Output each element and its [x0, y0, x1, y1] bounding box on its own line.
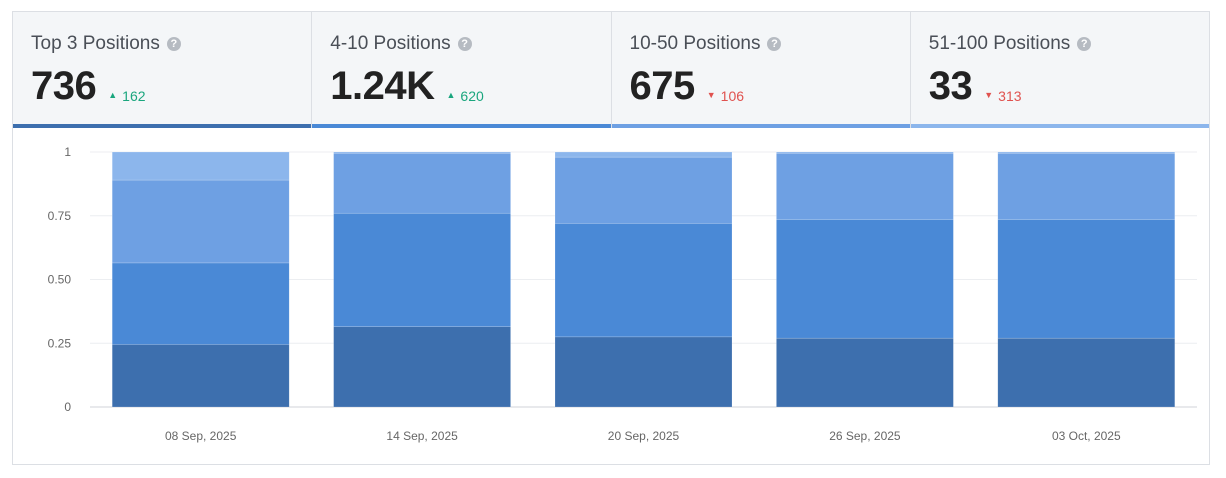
x-tick-label: 14 Sep, 2025: [386, 429, 458, 443]
triangle-down-icon: ▼: [984, 90, 994, 100]
delta-value: 162: [122, 88, 146, 104]
bar-segment: [111, 179, 290, 264]
delta-value: 313: [998, 88, 1022, 104]
x-tick-label: 26 Sep, 2025: [829, 429, 901, 443]
x-tick-label: 20 Sep, 2025: [608, 429, 680, 443]
bar-segment: [997, 337, 1176, 408]
bar-segment: [554, 223, 733, 338]
help-icon[interactable]: ?: [457, 37, 472, 51]
tab-title: 10-50 Positions: [629, 33, 761, 54]
tab-title: Top 3 Positions: [31, 33, 160, 54]
bar-segment: [554, 336, 733, 408]
bar-segment: [997, 219, 1176, 339]
delta-badge: ▼ 313: [984, 88, 1021, 104]
bar-segment: [111, 344, 290, 408]
tab-51-100-positions[interactable]: 51-100 Positions ? 33 ▼ 313: [910, 12, 1209, 128]
tab-value: 675: [629, 64, 696, 108]
bar-segment: [333, 153, 511, 214]
delta-value: 106: [720, 88, 745, 104]
tab-top-3-positions[interactable]: Top 3 Positions ? 736 ▲ 162: [13, 12, 313, 128]
y-tick-label: 1: [64, 145, 71, 159]
help-icon[interactable]: ?: [767, 37, 782, 51]
tab-color-bar: [611, 124, 910, 128]
tab-value: 1.24K: [330, 64, 435, 108]
x-tick-label: 08 Sep, 2025: [165, 429, 237, 443]
bar-segment: [997, 153, 1176, 220]
bar-segment: [776, 151, 954, 154]
x-tick-label: 03 Oct, 2025: [1052, 429, 1121, 443]
triangle-up-icon: ▲: [108, 90, 118, 100]
bar-segment: [776, 219, 954, 339]
stacked-bar-chart: 0 0.25 0.50 0.75 1 08 Sep, 2025 14 Sep, 2025 20…: [48, 145, 1197, 443]
tab-color-bar: [312, 124, 611, 128]
bar-segment: [111, 262, 290, 345]
tab-value: 736: [31, 64, 97, 108]
y-tick-label: 0: [64, 400, 71, 414]
tab-color-bar: [13, 124, 312, 128]
bar-segment: [997, 151, 1176, 154]
tab-value: 33: [928, 64, 973, 108]
delta-badge: ▲ 162: [108, 88, 145, 104]
position-tabs: Top 3 Positions ? 736 ▲ 162 4-10 Positio…: [13, 12, 1209, 128]
help-icon[interactable]: ?: [1077, 37, 1092, 51]
tab-title: 51-100 Positions: [928, 33, 1071, 54]
tab-color-bar: [910, 124, 1209, 128]
bar-segment: [554, 151, 733, 158]
delta-badge: ▲ 620: [447, 88, 484, 104]
y-tick-label: 0.75: [48, 209, 72, 223]
y-tick-label: 0.50: [48, 273, 72, 287]
bar-segment: [333, 151, 511, 154]
bar-segment: [776, 153, 954, 220]
bar-segment: [111, 151, 290, 181]
bar-segment: [333, 326, 511, 408]
serp-positions-card: Top 3 Positions ? 736 ▲ 162 4-10 Positio…: [12, 11, 1210, 465]
tab-title: 4-10 Positions: [330, 33, 451, 54]
delta-value: 620: [460, 88, 484, 104]
delta-badge: ▼ 106: [707, 88, 744, 104]
tab-4-10-positions[interactable]: 4-10 Positions ? 1.24K ▲ 620: [312, 12, 612, 128]
help-icon[interactable]: ?: [166, 37, 181, 51]
triangle-down-icon: ▼: [706, 90, 716, 100]
tab-10-50-positions[interactable]: 10-50 Positions ? 675 ▼ 106: [611, 12, 911, 128]
y-tick-label: 0.25: [48, 336, 72, 350]
bar-segment: [554, 156, 733, 224]
triangle-up-icon: ▲: [446, 90, 456, 100]
bar-segment: [776, 337, 954, 408]
bar-segment: [333, 212, 511, 327]
